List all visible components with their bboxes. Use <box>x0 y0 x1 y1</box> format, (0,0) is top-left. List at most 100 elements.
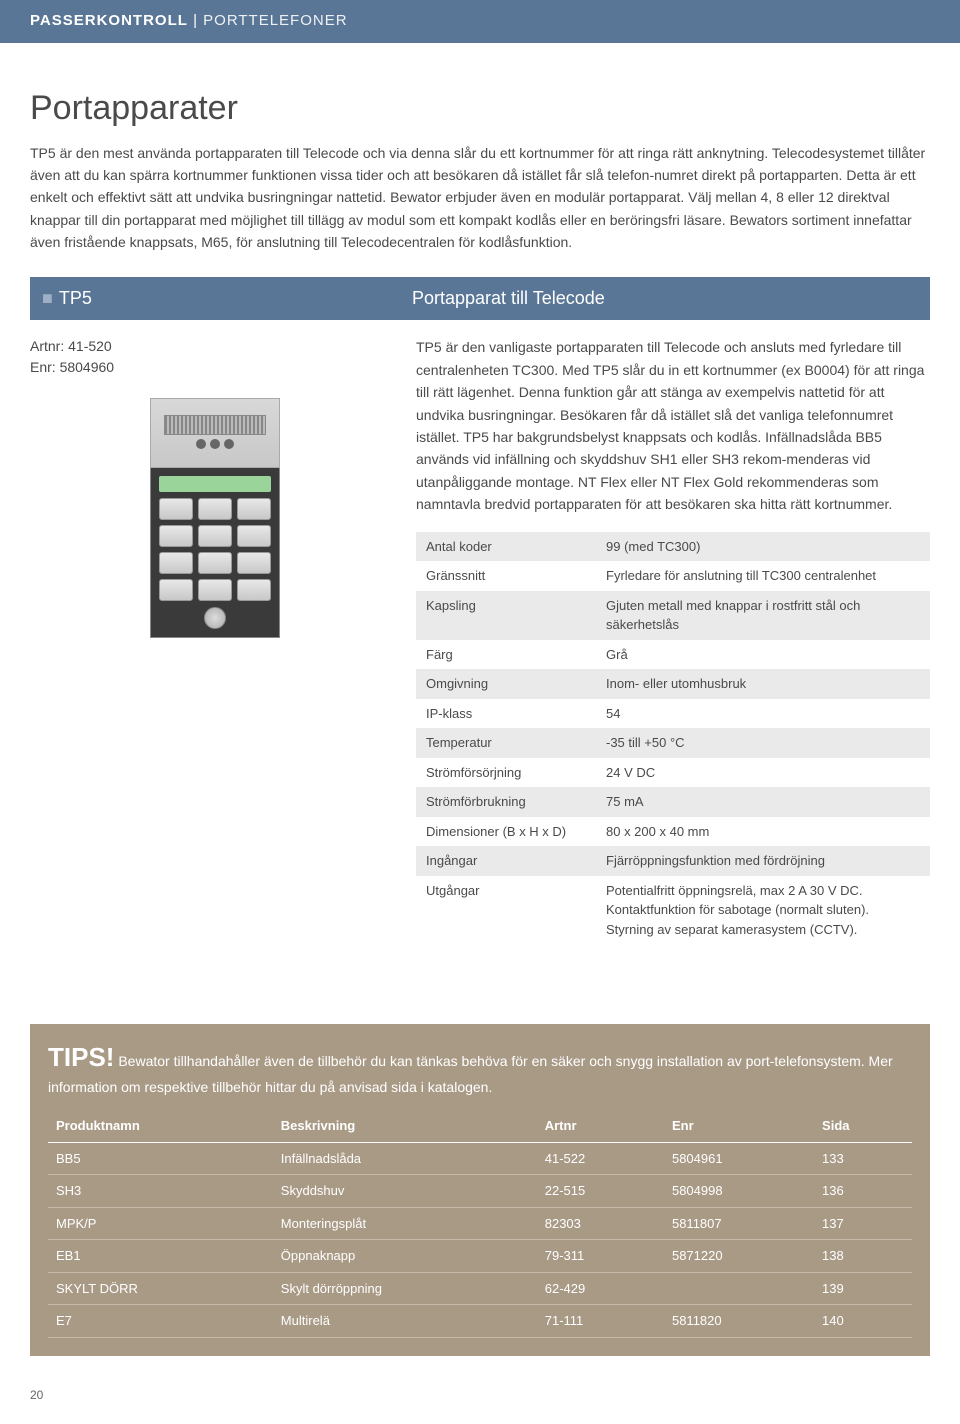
tips-cell: 62-429 <box>537 1272 664 1305</box>
spec-value: 24 V DC <box>596 758 930 788</box>
device-keyhole-icon <box>159 601 271 629</box>
spec-value: 80 x 200 x 40 mm <box>596 817 930 847</box>
tips-cell <box>664 1272 814 1305</box>
tips-column-header: Enr <box>664 1110 814 1142</box>
spec-value: Grå <box>596 640 930 670</box>
spec-value: -35 till +50 °C <box>596 728 930 758</box>
tips-row: MPK/PMonteringsplåt823035811807137 <box>48 1207 912 1240</box>
tips-cell: 82303 <box>537 1207 664 1240</box>
spec-key: Strömförsörjning <box>416 758 596 788</box>
spec-key: Temperatur <box>416 728 596 758</box>
product-image <box>30 388 400 638</box>
tips-cell: 79-311 <box>537 1240 664 1273</box>
device-display-icon <box>159 476 271 492</box>
tips-cell: MPK/P <box>48 1207 273 1240</box>
tips-column-header: Beskrivning <box>273 1110 537 1142</box>
spec-row: FärgGrå <box>416 640 930 670</box>
page-number: 20 <box>0 1376 960 1424</box>
tips-cell: 5804998 <box>664 1175 814 1208</box>
spec-key: Färg <box>416 640 596 670</box>
tips-cell: Skylt dörröppning <box>273 1272 537 1305</box>
page-title: Portapparater <box>30 83 930 134</box>
tips-cell: EB1 <box>48 1240 273 1273</box>
spec-row: OmgivningInom- eller utomhusbruk <box>416 669 930 699</box>
spec-row: UtgångarPotentialfritt öppningsrelä, max… <box>416 876 930 945</box>
tips-box: TIPS! Bewator tillhandahåller även de ti… <box>30 1024 930 1356</box>
tips-cell: Öppnaknapp <box>273 1240 537 1273</box>
tips-cell: 136 <box>814 1175 912 1208</box>
device-leds-icon <box>164 439 266 451</box>
tips-cell: SH3 <box>48 1175 273 1208</box>
section-bar: ■ TP5 Portapparat till Telecode <box>30 277 930 320</box>
intro-text: TP5 är den mest använda portapparaten ti… <box>30 142 930 254</box>
tips-title: TIPS! <box>48 1042 114 1072</box>
tips-cell: 138 <box>814 1240 912 1273</box>
spec-key: Kapsling <box>416 591 596 640</box>
spec-row: IP-klass54 <box>416 699 930 729</box>
spec-row: Dimensioner (B x H x D)80 x 200 x 40 mm <box>416 817 930 847</box>
tips-cell: Infällnadslåda <box>273 1142 537 1175</box>
spec-key: Dimensioner (B x H x D) <box>416 817 596 847</box>
breadcrumb: PASSERKONTROLL | PORTTELEFONER <box>0 0 960 43</box>
tips-row: EB1Öppnaknapp79-3115871220138 <box>48 1240 912 1273</box>
device-speaker-icon <box>164 415 266 435</box>
section-right: Portapparat till Telecode <box>400 277 930 320</box>
breadcrumb-separator: | <box>188 12 203 29</box>
tips-cell: 41-522 <box>537 1142 664 1175</box>
breadcrumb-category-bold: PASSERKONTROLL <box>30 12 188 29</box>
spec-row: KapslingGjuten metall med knappar i rost… <box>416 591 930 640</box>
spec-value: Gjuten metall med knappar i rostfritt st… <box>596 591 930 640</box>
spec-row: GränssnittFyrledare för anslutning till … <box>416 561 930 591</box>
tips-row: E7Multirelä71-1115811820140 <box>48 1305 912 1338</box>
breadcrumb-category-light: PORTTELEFONER <box>203 12 347 29</box>
spec-key: Strömförbrukning <box>416 787 596 817</box>
tips-column-header: Sida <box>814 1110 912 1142</box>
product-ids: Artnr: 41-520 Enr: 5804960 <box>30 336 400 378</box>
spec-value: 54 <box>596 699 930 729</box>
spec-value: Fyrledare för anslutning till TC300 cent… <box>596 561 930 591</box>
tips-column-header: Produktnamn <box>48 1110 273 1142</box>
tips-cell: 133 <box>814 1142 912 1175</box>
spec-row: IngångarFjärröppningsfunktion med fördrö… <box>416 846 930 876</box>
spec-row: Antal koder99 (med TC300) <box>416 532 930 562</box>
tips-cell: 5871220 <box>664 1240 814 1273</box>
tips-cell: Multirelä <box>273 1305 537 1338</box>
spec-table: Antal koder99 (med TC300)GränssnittFyrle… <box>416 532 930 945</box>
tips-cell: 22-515 <box>537 1175 664 1208</box>
square-icon: ■ <box>42 288 53 308</box>
spec-key: Utgångar <box>416 876 596 945</box>
tips-cell: BB5 <box>48 1142 273 1175</box>
spec-key: Gränssnitt <box>416 561 596 591</box>
tips-cell: SKYLT DÖRR <box>48 1272 273 1305</box>
tips-row: SH3Skyddshuv22-5155804998136 <box>48 1175 912 1208</box>
section-left: ■ TP5 <box>30 277 400 320</box>
spec-value: Inom- eller utomhusbruk <box>596 669 930 699</box>
product-description: TP5 är den vanligaste portapparaten till… <box>416 336 930 515</box>
tips-cell: 5804961 <box>664 1142 814 1175</box>
spec-value: 99 (med TC300) <box>596 532 930 562</box>
tips-table: ProduktnamnBeskrivningArtnrEnrSida BB5In… <box>48 1110 912 1338</box>
tips-row: BB5Infällnadslåda41-5225804961133 <box>48 1142 912 1175</box>
spec-key: Omgivning <box>416 669 596 699</box>
tips-cell: Skyddshuv <box>273 1175 537 1208</box>
spec-value: 75 mA <box>596 787 930 817</box>
spec-row: Strömförsörjning24 V DC <box>416 758 930 788</box>
spec-row: Strömförbrukning75 mA <box>416 787 930 817</box>
tips-cell: 137 <box>814 1207 912 1240</box>
tips-cell: Monteringsplåt <box>273 1207 537 1240</box>
section-right-label: Portapparat till Telecode <box>412 288 605 308</box>
spec-row: Temperatur-35 till +50 °C <box>416 728 930 758</box>
device-keypad-icon <box>159 498 271 601</box>
tips-row: SKYLT DÖRRSkylt dörröppning62-429 139 <box>48 1272 912 1305</box>
spec-value: Fjärröppningsfunktion med fördröjning <box>596 846 930 876</box>
tips-cell: E7 <box>48 1305 273 1338</box>
spec-value: Potentialfritt öppningsrelä, max 2 A 30 … <box>596 876 930 945</box>
spec-key: IP-klass <box>416 699 596 729</box>
spec-key: Antal koder <box>416 532 596 562</box>
section-left-label: TP5 <box>59 288 92 308</box>
tips-cell: 139 <box>814 1272 912 1305</box>
product-artnr: Artnr: 41-520 <box>30 336 400 357</box>
tips-cell: 5811820 <box>664 1305 814 1338</box>
tips-cell: 71-111 <box>537 1305 664 1338</box>
product-enr: Enr: 5804960 <box>30 357 400 378</box>
